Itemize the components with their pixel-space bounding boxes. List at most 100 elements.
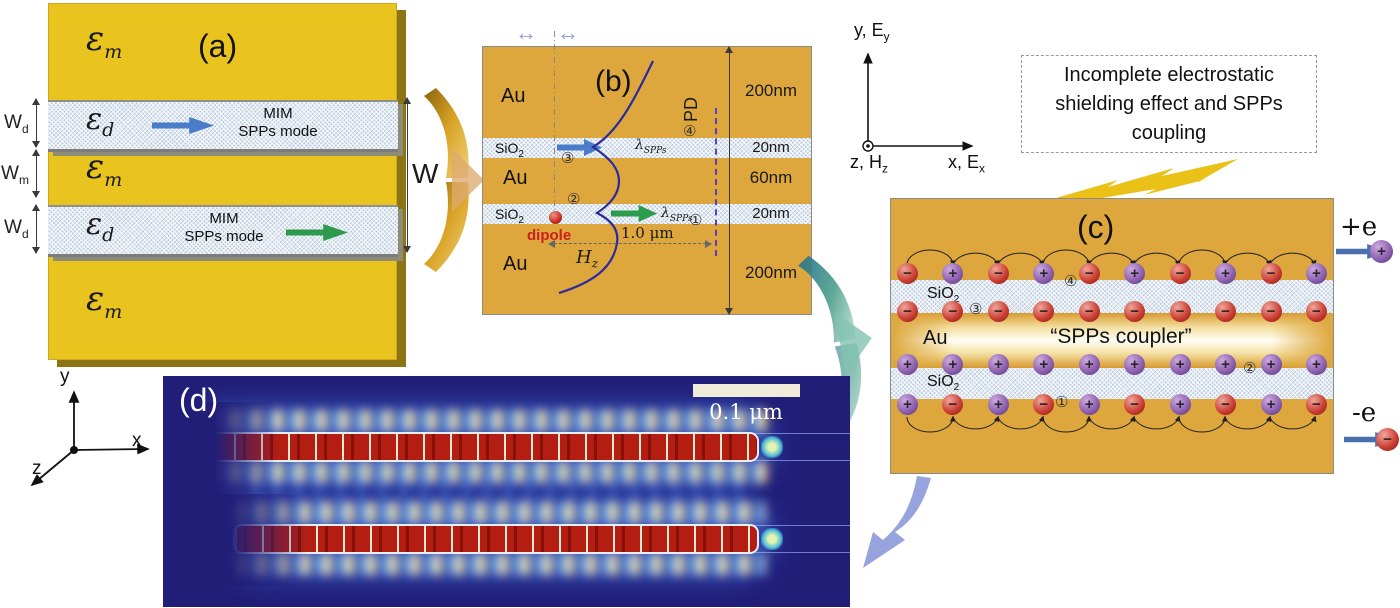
- charge-ball: +: [942, 354, 964, 375]
- charge-ball: +: [1033, 354, 1055, 375]
- thickness-dimension-line: [725, 46, 733, 315]
- lambda-spps-label-1: λSPPs: [635, 137, 667, 156]
- field-blob-top: [761, 436, 783, 458]
- charge-ball: +: [1260, 354, 1282, 375]
- field-fringes-bottom-above: [235, 502, 765, 523]
- charge-ball: +: [1078, 394, 1100, 415]
- panel-c-au-label: Au: [923, 327, 948, 349]
- charge-ball: +: [987, 394, 1009, 415]
- charge-row-bottom: + − + − + − + − + −: [897, 394, 1327, 415]
- sio2-label-2: SiO2: [495, 206, 524, 226]
- mim-mode-arrow-green: [286, 224, 348, 241]
- main-axes: [862, 52, 974, 152]
- charge-ball: +: [942, 263, 964, 284]
- connector-arrow-a-to-b: [424, 88, 484, 272]
- charge-row-sio2-top: − − − − − − − − − −: [897, 301, 1327, 322]
- epsilon-m-bottom-label: εm: [86, 279, 123, 323]
- circled-2: ②: [1243, 360, 1257, 377]
- thickness-60nm: 60nm: [749, 168, 793, 187]
- waveguide-core-top: [205, 432, 759, 462]
- charge-ball: +: [1124, 354, 1146, 375]
- circled-4: ④: [1064, 273, 1078, 290]
- charge-ball: −: [1169, 263, 1191, 284]
- charge-ball: −: [897, 301, 918, 322]
- panel-d-z-axis-label: z: [32, 458, 42, 479]
- panel-a-metal-block: [48, 3, 397, 360]
- charge-ball: +: [987, 354, 1009, 375]
- dipole-dot: [549, 211, 562, 224]
- y-ey-axis-label: y, Ey: [854, 20, 890, 44]
- plus-e-ball: +: [1370, 240, 1393, 263]
- panel-b-tag: (b): [595, 65, 632, 98]
- thickness-20nm-bottom: 20nm: [752, 205, 790, 222]
- charge-ball: −: [1215, 394, 1237, 415]
- au-label-bottom: Au: [503, 253, 528, 275]
- distance-dimension-arrow: [548, 239, 712, 248]
- field-fringes-bottom-below: [235, 554, 765, 575]
- charge-ball: +: [897, 394, 918, 415]
- circled-4: ④: [683, 123, 697, 140]
- field-fringes-top-below: [208, 462, 768, 483]
- panel-d-field-plot: (d) 0.1 μm: [163, 376, 850, 607]
- circled-3: ③: [561, 150, 575, 167]
- panel-c-au-coupler-layer: [891, 313, 1333, 368]
- spps-coupler-label: “SPPs coupler”: [1050, 325, 1192, 348]
- dipole-span-arrow-right-icon: ↔: [557, 20, 579, 45]
- mim-mode-text-2: MIM SPPs mode: [184, 210, 264, 245]
- panel-d-x-axis-label: x: [132, 430, 142, 451]
- epsilon-m-top-label: εm: [86, 19, 123, 63]
- scale-bar-label: 0.1 μm: [709, 400, 783, 424]
- charge-ball: −: [942, 394, 964, 415]
- minus-e-ball: −: [1376, 428, 1399, 451]
- callout-box: Incomplete electrostatic shielding effec…: [1021, 55, 1317, 153]
- thickness-200nm-top: 200nm: [745, 81, 797, 100]
- charge-ball: −: [897, 263, 918, 284]
- field-fade-left-top: [163, 402, 278, 494]
- charge-ball: −: [1260, 263, 1282, 284]
- charge-ball: −: [1169, 301, 1191, 322]
- charge-ball: +: [1215, 354, 1237, 375]
- dipole-axis-line: [554, 31, 555, 217]
- thickness-20nm-top: 20nm: [752, 139, 790, 156]
- panel-a-dielectric-layer-2: εd MIM SPPs mode: [48, 205, 398, 257]
- charge-ball: +: [1260, 394, 1282, 415]
- au-label-mid: Au: [503, 167, 528, 189]
- waveguide-core-bottom: [233, 524, 759, 554]
- lambda-spps-label-2: λSPPs: [661, 205, 693, 224]
- wd-label-1: Wd: [4, 112, 29, 136]
- charge-ball: +: [1169, 394, 1191, 415]
- w-dimension-arrow: [403, 97, 411, 253]
- panel-d-tag: (d): [179, 382, 219, 418]
- circled-3: ③: [969, 301, 983, 318]
- charge-ball: −: [1215, 301, 1237, 322]
- charge-row-top: − + − + − + − + − +: [897, 263, 1327, 284]
- charge-row-au-bottom: + + + + + + + + + +: [897, 354, 1327, 375]
- distance-label: 1.0 μm: [621, 224, 674, 242]
- plus-e-label: +e: [1340, 212, 1378, 242]
- callout-text: Incomplete electrostatic shielding effec…: [1055, 63, 1283, 144]
- panel-c-sio2-layer-2: [891, 368, 1333, 399]
- charge-ball: −: [1124, 301, 1146, 322]
- charge-ball: −: [1078, 263, 1100, 284]
- scale-bar: [693, 384, 800, 397]
- charge-ball: +: [1078, 354, 1100, 375]
- mim-mode-arrow-blue: [152, 117, 214, 134]
- mim-mode-text-1: MIM SPPs mode: [238, 105, 318, 140]
- panel-c-sio2-label-2: SiO2: [927, 373, 960, 394]
- charge-ball: −: [1260, 301, 1282, 322]
- field-fade-left-bottom: [163, 494, 308, 586]
- lightning-bolt-icon: [1056, 159, 1238, 200]
- x-ex-axis-label: x, Ex: [948, 152, 986, 176]
- pd-detector-line: [715, 108, 717, 256]
- charge-ball: +: [1169, 354, 1191, 375]
- w-label: W: [412, 158, 439, 189]
- circled-1: ①: [689, 212, 703, 229]
- charge-ball: −: [1033, 301, 1055, 322]
- thickness-200nm-bottom: 200nm: [745, 263, 797, 282]
- hz-label: Hz: [576, 247, 599, 271]
- charge-ball: −: [942, 301, 964, 322]
- wd-dimension-arrow-1: [32, 98, 40, 148]
- panel-a-dielectric-layer-1: εd MIM SPPs mode: [48, 100, 398, 152]
- charge-ball: −: [987, 301, 1009, 322]
